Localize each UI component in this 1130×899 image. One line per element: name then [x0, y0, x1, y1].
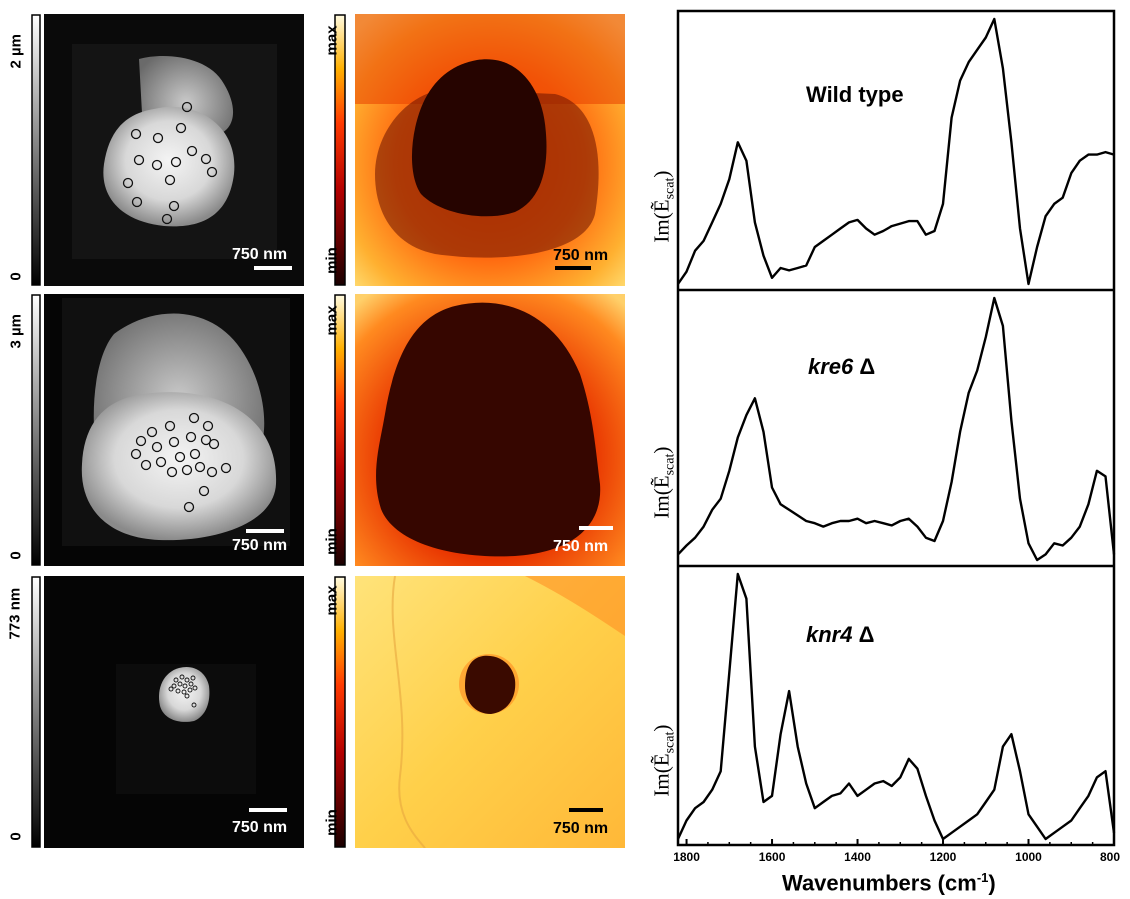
topography-scalebar-label: 750 nm	[232, 246, 288, 263]
nano-max-label: max	[323, 305, 341, 336]
topography-cell	[116, 664, 287, 812]
series-line-1	[677, 17, 1115, 286]
x-tick-label: 1600	[759, 850, 786, 864]
height-max-label: 3 µm	[7, 314, 25, 349]
spectra-chart: 1800 1600 1400 1200 1000 800	[673, 9, 1120, 864]
nano-colorbar	[334, 294, 346, 566]
height-zero-label: 0	[7, 551, 25, 560]
series-line-2	[677, 296, 1116, 562]
height-max-label: 773 nm	[6, 587, 24, 640]
nano-scalebar-label: 750 nm	[553, 820, 609, 837]
nano-ftir-image: 750 nm	[355, 294, 625, 566]
series-title-wild-type: Wild type	[806, 82, 904, 107]
topography-image: 750 nm	[44, 576, 304, 848]
nano-min-label: min	[323, 247, 341, 274]
series-title-kre6: kre6 Δ	[808, 354, 876, 379]
series-line-3	[676, 572, 1116, 841]
nano-ftir-image: 750 nm	[355, 14, 625, 286]
height-colorbar	[31, 576, 41, 848]
height-zero-label: 0	[7, 832, 25, 841]
height-colorbar	[31, 294, 41, 566]
nano-ftir-cell	[355, 14, 625, 286]
topography-scalebar-label: 750 nm	[232, 537, 288, 554]
chart-frame	[676, 9, 1116, 847]
x-tick-label: 1400	[844, 850, 871, 864]
nano-scalebar-label: 750 nm	[553, 538, 609, 555]
nano-max-label: max	[323, 585, 341, 616]
x-tick-label: 1000	[1015, 850, 1042, 864]
x-tick-label: 800	[1100, 850, 1120, 864]
nano-colorbar	[334, 14, 346, 286]
topography-cell	[72, 44, 292, 270]
height-zero-label: 0	[7, 272, 25, 281]
nano-min-label: min	[323, 528, 341, 555]
x-tick-label: 1200	[930, 850, 957, 864]
series-title-knr4: knr4 Δ	[806, 622, 875, 647]
topography-scalebar-label: 750 nm	[232, 819, 288, 836]
nano-ftir-cell	[355, 294, 625, 566]
height-max-label: 2 µm	[7, 34, 25, 69]
nano-ftir-cell	[355, 576, 625, 848]
nano-scalebar-label: 750 nm	[553, 247, 609, 264]
topography-image: 750 nm	[44, 14, 304, 286]
x-axis-title: Wavenumbers (cm-1)	[782, 870, 996, 896]
x-tick-label: 1800	[673, 850, 700, 864]
nano-min-label: min	[323, 809, 341, 836]
nano-colorbar	[334, 576, 346, 848]
height-colorbar	[31, 14, 41, 286]
nano-ftir-image: 750 nm	[355, 576, 625, 848]
nano-max-label: max	[323, 25, 341, 56]
topography-cell	[62, 298, 290, 546]
topography-image: 750 nm	[44, 294, 304, 566]
